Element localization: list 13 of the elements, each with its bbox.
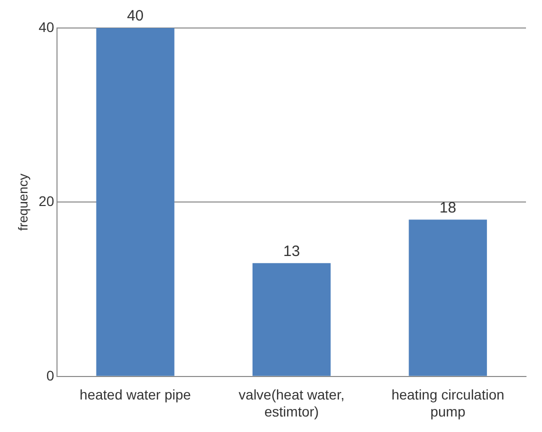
- x-tick-label: heating circulation pump: [391, 386, 504, 420]
- y-tick-label: 40: [38, 18, 54, 35]
- x-tick-label: valve(heat water, estimtor): [238, 386, 345, 420]
- data-label: 13: [283, 242, 300, 260]
- y-tick-label: 20: [38, 193, 54, 210]
- bar: [408, 220, 487, 376]
- x-tick-label: heated water pipe: [80, 386, 192, 403]
- bar: [252, 263, 331, 376]
- y-axis-title: frequency: [15, 173, 30, 231]
- y-tick-label: 0: [46, 367, 54, 384]
- data-label: 18: [440, 199, 456, 216]
- bar: [96, 28, 174, 376]
- data-label: 40: [126, 8, 144, 25]
